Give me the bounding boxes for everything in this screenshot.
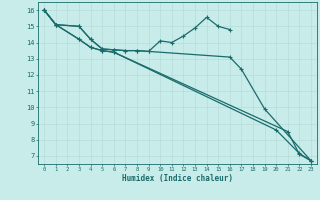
X-axis label: Humidex (Indice chaleur): Humidex (Indice chaleur) — [122, 174, 233, 183]
